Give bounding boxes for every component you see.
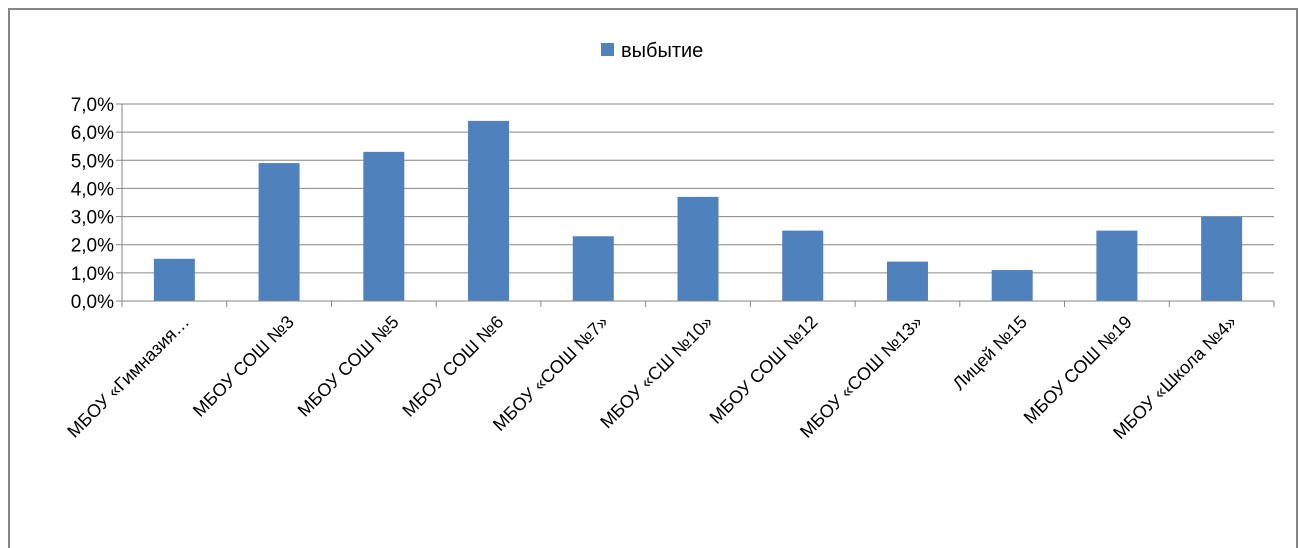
y-tick-label: 3,0% [71, 208, 114, 229]
chart-frame [8, 8, 1298, 548]
x-category-label: МБОУ «СШ №10» [596, 312, 717, 433]
y-tick-label: 5,0% [71, 151, 114, 172]
bar [363, 151, 405, 301]
y-tick-label: 0,0% [71, 292, 114, 313]
y-tick-label: 6,0% [71, 123, 114, 144]
bar [1096, 230, 1138, 301]
y-tick-label: 7,0% [71, 95, 114, 116]
x-category-label: МБОУ СОШ №3 [189, 312, 298, 421]
bar [153, 258, 195, 301]
x-category-label: МБОУ «Гимназия… [63, 312, 193, 442]
y-tick-label: 2,0% [71, 236, 114, 257]
legend-label: выбытие [621, 40, 703, 62]
legend: выбытие [601, 40, 703, 62]
bar [886, 261, 928, 301]
bar [782, 230, 824, 301]
y-axis-tick-labels: 0,0% 1,0% 2,0% 3,0% 4,0% 5,0% 6,0% 7,0% [71, 95, 114, 313]
bar-chart: 0,0% 1,0% 2,0% 3,0% 4,0% 5,0% 6,0% 7,0% МБОУ «Г… [63, 40, 1275, 443]
x-category-label: МБОУ СОШ №12 [706, 312, 822, 428]
legend-swatch [601, 43, 614, 56]
axes [116, 103, 1275, 307]
x-category-label: МБОУ СОШ №6 [398, 312, 507, 421]
bar [677, 196, 719, 301]
x-category-label: МБОУ СОШ №5 [294, 312, 403, 421]
bar [258, 163, 300, 301]
y-tick-label: 1,0% [71, 264, 114, 285]
bar [572, 236, 614, 301]
bars [153, 120, 1243, 301]
bar [468, 120, 510, 301]
x-category-label: Лицей №15 [949, 312, 1031, 394]
x-category-label: МБОУ СОШ №19 [1020, 312, 1136, 428]
bar [991, 270, 1033, 301]
y-tick-label: 4,0% [71, 179, 114, 200]
x-category-label: МБОУ «СОШ №7» [489, 312, 612, 435]
bar [1201, 216, 1243, 301]
